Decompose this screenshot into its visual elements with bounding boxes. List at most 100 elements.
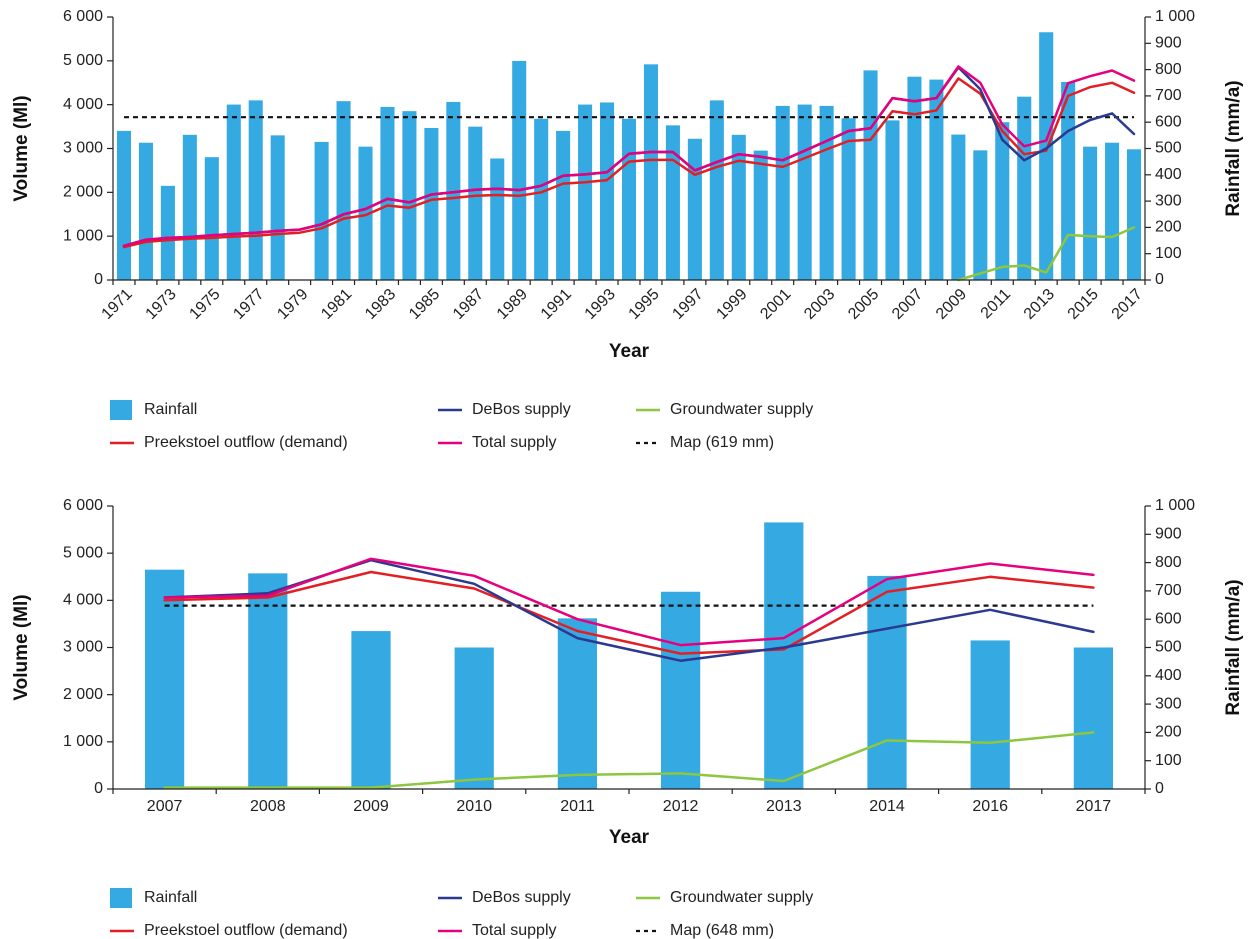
legend-label: Groundwater supply	[670, 401, 813, 418]
x-tick-label: 1979	[274, 286, 311, 323]
y2-tick-label: 300	[1155, 695, 1182, 712]
bar	[468, 126, 483, 281]
y2-tick-label: 1 000	[1155, 497, 1195, 514]
bar	[1061, 81, 1076, 280]
y-tick-label: 1 000	[63, 733, 103, 750]
y2-tick-label: 0	[1155, 271, 1164, 288]
y-tick-label: 5 000	[63, 544, 103, 561]
x-tick-label: 1999	[713, 286, 750, 323]
y2-tick-label: 300	[1155, 192, 1182, 209]
x-tick-label: 2007	[889, 286, 926, 323]
x-tick-label: 2015	[1065, 286, 1102, 323]
bar	[885, 120, 900, 280]
x-tick-label: 2016	[972, 798, 1008, 815]
x-tick-label: 2001	[757, 286, 794, 323]
bar	[248, 100, 263, 280]
bar	[995, 122, 1010, 280]
bar	[764, 522, 804, 789]
legend-label: Preekstoel outflow (demand)	[144, 434, 348, 451]
legend-label: Total supply	[472, 922, 557, 939]
x-tick-label: 1995	[626, 286, 663, 323]
x-axis-title: Year	[609, 827, 650, 848]
y2-axis-title: Rainfall (mm/a)	[1223, 80, 1244, 216]
y-tick-label: 6 000	[63, 497, 103, 514]
bar	[226, 104, 241, 280]
y-tick-label: 4 000	[63, 96, 103, 113]
bar	[1126, 149, 1142, 280]
y-tick-label: 4 000	[63, 592, 103, 609]
x-tick-label: 2010	[456, 798, 492, 815]
x-tick-label: 1991	[538, 286, 575, 323]
bar	[841, 118, 856, 280]
bar	[600, 102, 615, 280]
y2-tick-label: 400	[1155, 166, 1182, 183]
bar	[1073, 647, 1114, 789]
bar	[797, 104, 812, 280]
legend-label: DeBos supply	[472, 889, 571, 906]
y-tick-label: 0	[94, 780, 103, 797]
bar	[1017, 96, 1032, 281]
y2-tick-label: 600	[1155, 610, 1182, 627]
y-tick-label: 2 000	[63, 686, 103, 703]
chart: 0 1 000 2 000 3 000 4 000 5 000 6 000 0 100 200 30…	[11, 8, 1244, 451]
x-tick-label: 1997	[669, 286, 706, 323]
bar	[929, 79, 944, 281]
bar	[660, 591, 701, 789]
line-series	[163, 557, 1095, 647]
bar	[863, 70, 878, 280]
x-tick-label: 1975	[186, 286, 223, 323]
legend-label: Total supply	[472, 434, 557, 451]
y2-tick-label: 400	[1155, 667, 1182, 684]
bar	[490, 158, 505, 280]
x-tick-label: 2003	[801, 286, 838, 323]
y2-tick-label: 100	[1155, 245, 1182, 262]
bar	[1105, 142, 1120, 280]
y2-tick-label: 700	[1155, 582, 1182, 599]
bar	[270, 135, 285, 280]
x-tick-label: 2009	[353, 798, 389, 815]
x-tick-label: 1977	[230, 286, 267, 323]
x-tick-label: 2013	[1021, 286, 1058, 323]
bar	[819, 105, 834, 280]
x-tick-label: 1987	[450, 286, 487, 323]
bar	[775, 105, 790, 280]
x-tick-label: 2007	[147, 798, 183, 815]
y2-tick-label: 500	[1155, 140, 1182, 157]
bar	[731, 134, 746, 280]
y2-tick-label: 1 000	[1155, 8, 1195, 25]
bar	[182, 134, 197, 280]
bar	[380, 106, 395, 280]
x-tick-label: 1981	[318, 286, 355, 323]
bar	[907, 76, 922, 281]
legend-label: Rainfall	[144, 401, 197, 418]
y-tick-label: 2 000	[63, 184, 103, 201]
y2-tick-label: 100	[1155, 752, 1182, 769]
x-tick-label: 2008	[250, 798, 286, 815]
x-tick-label: 2017	[1109, 286, 1146, 323]
x-tick-label: 2011	[560, 798, 595, 815]
x-tick-label: 1993	[582, 286, 619, 323]
x-tick-label: 2005	[845, 286, 882, 323]
x-tick-label: 2017	[1076, 798, 1112, 815]
y2-tick-label: 700	[1155, 87, 1182, 104]
bar	[534, 118, 549, 280]
x-tick-label: 2009	[933, 286, 970, 323]
y-tick-label: 1 000	[63, 227, 103, 244]
bar	[351, 631, 391, 789]
x-tick-label: 2013	[766, 798, 802, 815]
bar	[578, 104, 593, 280]
x-tick-label: 1983	[362, 286, 399, 323]
bar	[160, 185, 175, 280]
bar	[512, 60, 527, 280]
bar	[643, 64, 658, 280]
line-series	[122, 77, 1136, 249]
y-axis-title: Volume (Ml)	[11, 594, 32, 700]
bar	[621, 118, 637, 280]
x-tick-label: 1985	[406, 286, 443, 323]
bar	[248, 573, 288, 789]
y-tick-label: 0	[94, 271, 103, 288]
y-tick-label: 3 000	[63, 140, 103, 157]
bar	[314, 141, 329, 280]
legend-label: Preekstoel outflow (demand)	[144, 922, 348, 939]
bar	[687, 138, 702, 280]
